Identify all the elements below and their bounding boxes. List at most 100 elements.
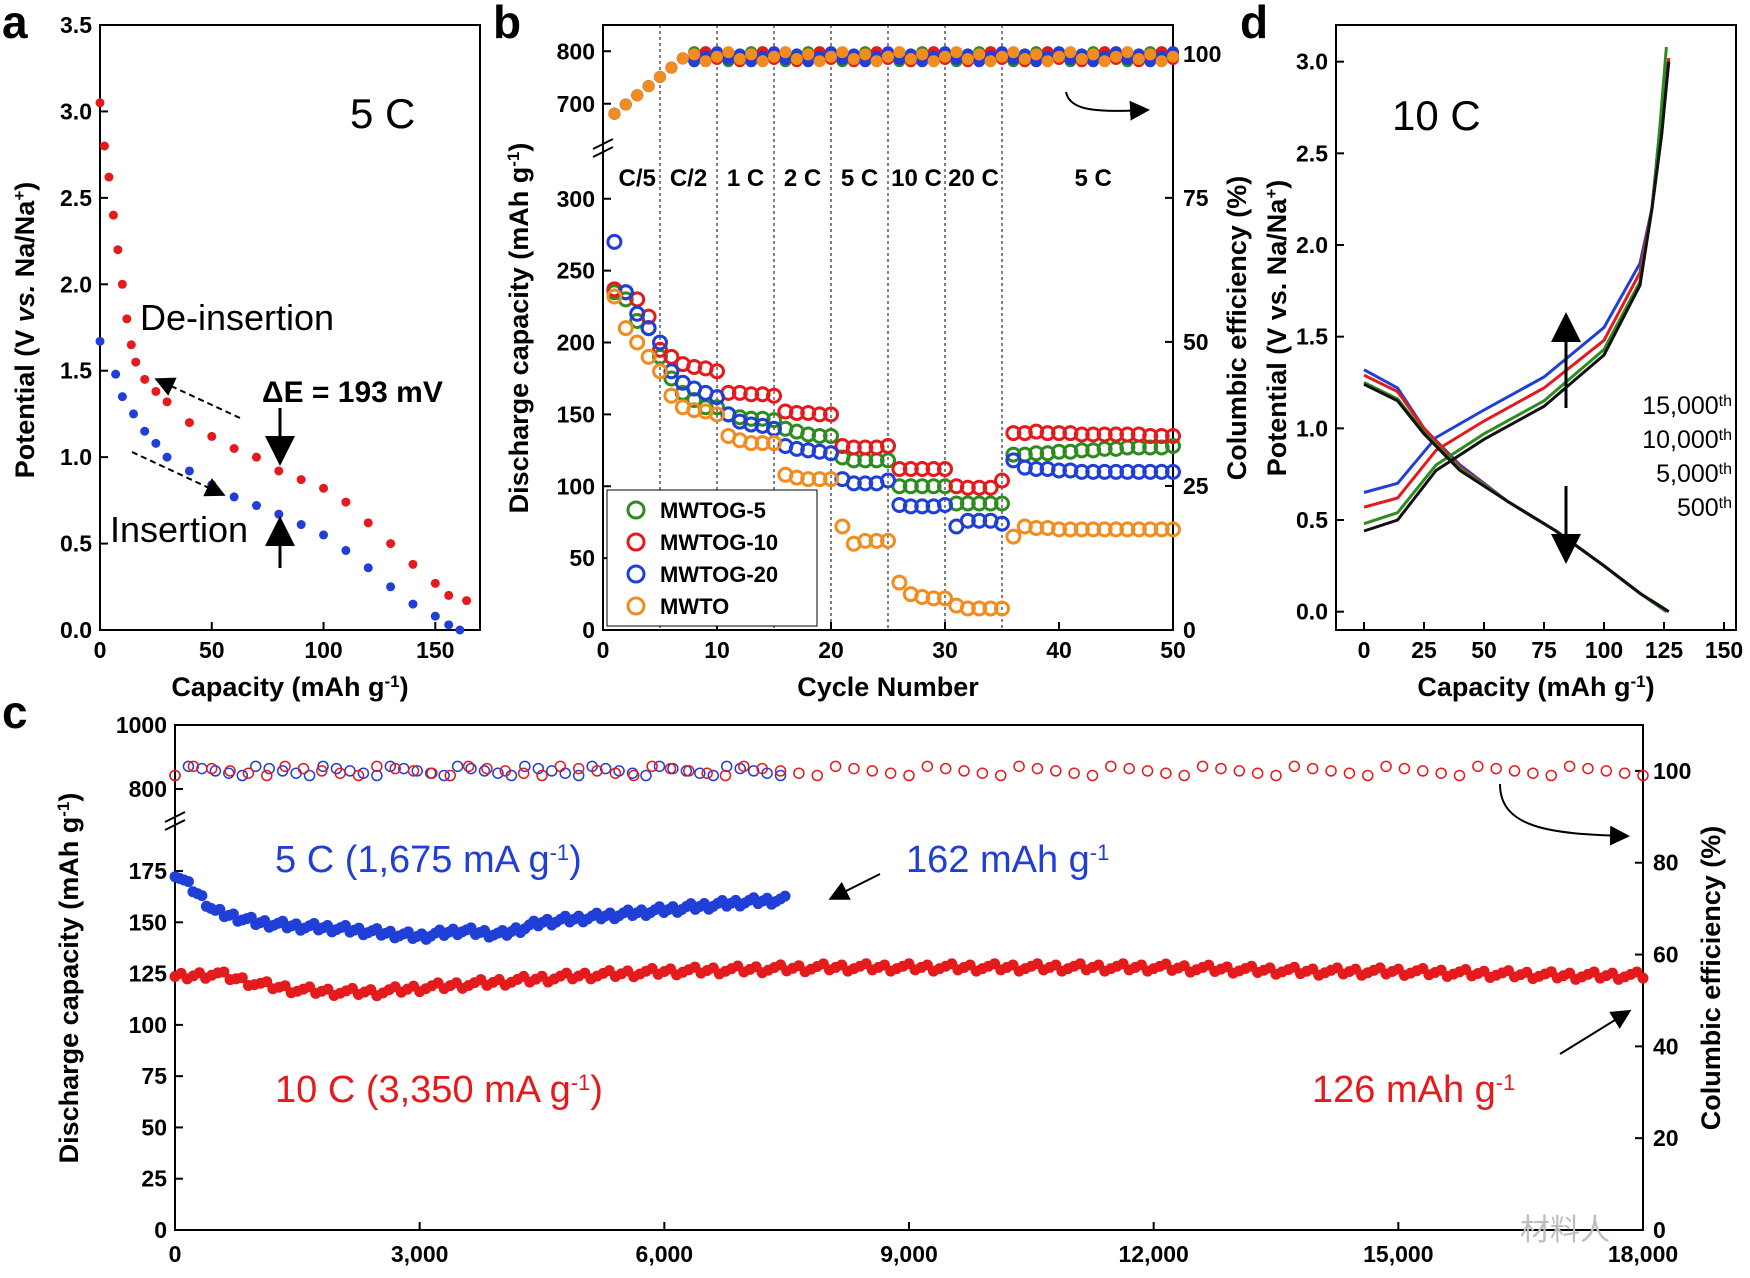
panel-b-efficiency-point xyxy=(916,48,929,61)
panel-c-axis-break xyxy=(164,811,186,823)
panel-b-capacity-point xyxy=(971,479,988,496)
panel-a-point-insertion xyxy=(386,582,396,592)
panel-b-capacity-point xyxy=(982,600,999,617)
panel-b-capacity-point xyxy=(652,341,668,358)
panel-b-capacity-point xyxy=(720,406,737,423)
panel-a-point-deinsertion xyxy=(140,374,150,384)
panel-b-xtick-label: 50 xyxy=(1160,637,1186,663)
panel-b-efficiency-point xyxy=(745,48,758,61)
panel-c-efficiency-point xyxy=(290,767,302,779)
panel-a-point-insertion xyxy=(408,599,418,609)
panel-b-xtick-label: 30 xyxy=(932,637,958,663)
panel-a-point-insertion xyxy=(162,452,172,462)
panel-c-efficiency-point xyxy=(536,769,548,782)
panel-b-capacity-point xyxy=(834,518,851,535)
panel-c-xtick-label: 0 xyxy=(169,1241,182,1267)
panel-b-capacity-point xyxy=(811,406,828,423)
panel-a-point-deinsertion xyxy=(108,210,118,220)
panel-b-efficiency-point xyxy=(688,48,701,61)
panel-b-capacity-point xyxy=(1108,521,1124,538)
panel-b-capacity-point xyxy=(1005,528,1022,545)
panel-b-ytick-label: 800 xyxy=(557,38,595,64)
panel-c-efficiency-point xyxy=(1600,765,1613,777)
panel-a-point-deinsertion xyxy=(207,431,217,441)
panel-b-capacity-point xyxy=(914,461,931,477)
panel-a-point-deinsertion xyxy=(126,340,136,350)
panel-c-efficiency-point xyxy=(1417,765,1429,777)
panel-a-point-insertion xyxy=(296,520,306,530)
panel-c-capacity-point xyxy=(779,890,791,902)
panel-c-y2tick-label: 40 xyxy=(1653,1033,1679,1059)
panel-c-efficiency-point xyxy=(646,760,658,773)
panel-a-point-insertion xyxy=(95,336,105,346)
panel-d-discharge-curve xyxy=(1363,382,1670,613)
panel-c-blue-final-label: 162 mAh g-1 xyxy=(906,839,1109,881)
panel-c-xtick-label: 15,000 xyxy=(1363,1241,1433,1267)
panel-a-point-insertion xyxy=(363,563,373,573)
panel-c-efficiency-point xyxy=(640,769,652,782)
panel-b-capacity-point xyxy=(823,471,839,488)
panel-b-capacity-point xyxy=(1165,521,1181,538)
panel-c-efficiency-point xyxy=(664,762,677,775)
panel-b-efficiency-point xyxy=(973,48,986,61)
panel-b-rate-label: 1 C xyxy=(727,165,764,192)
panel-c-efficiency-point xyxy=(444,769,456,782)
panel-c-capacity-point xyxy=(196,890,208,902)
panel-b-capacity-point xyxy=(925,478,942,495)
panel-b-capacity-point xyxy=(743,386,760,403)
panel-a-point-deinsertion xyxy=(363,518,373,528)
panel-b-efficiency-point xyxy=(996,50,1008,63)
panel-b-capacity-point xyxy=(971,512,988,529)
panel-d-ytick-label: 2.0 xyxy=(1296,232,1328,258)
panel-a-point-deinsertion xyxy=(117,279,127,289)
panel-b-ylabel: Discharge capacity (mAh g-1) xyxy=(504,143,535,514)
panel-b-efficiency-point xyxy=(870,55,883,68)
panel-a-ticks: 0 50 100 150 0.0 0.5 1.0 1.5 2.0 2.5 3.0 3.5 xyxy=(60,12,454,663)
panel-c-efficiency-point xyxy=(316,765,328,777)
panel-c-efficiency-point xyxy=(719,769,732,782)
panel-b-efficiency-arrow xyxy=(1065,91,1150,121)
panel-a-point-insertion xyxy=(184,466,194,476)
panel-c-efficiency-point xyxy=(1508,765,1521,777)
panel-a-point-insertion xyxy=(140,426,150,436)
panel-c-efficiency-point xyxy=(591,765,603,777)
panel-b-legend-label: MWTOG-20 xyxy=(660,562,778,587)
panel-d-frame xyxy=(1335,24,1737,631)
panel-b-rate-label: 5 C xyxy=(841,165,878,192)
panel-c-efficiency-point xyxy=(720,760,733,773)
panel-c-efficiency-point xyxy=(303,769,316,782)
panel-b-capacity-point xyxy=(709,389,725,406)
panel-d-cycle-label: 10,000th xyxy=(1642,426,1732,454)
panel-a-point-insertion xyxy=(274,509,284,519)
panel-c-efficiency-point xyxy=(182,760,195,773)
panel-b-efficiency-point xyxy=(1018,52,1031,65)
panel-c-efficiency-point xyxy=(371,760,383,773)
panel-b-xtick-label: 20 xyxy=(818,637,844,663)
panel-c-efficiency-point xyxy=(653,760,666,773)
panel-c-y2label: Columbic efficiency (%) xyxy=(1696,826,1726,1131)
panel-c-efficiency-point xyxy=(921,760,934,773)
panel-b-efficiency-point xyxy=(893,46,906,59)
panel-b-legend-marker xyxy=(626,596,646,616)
panel-c-efficiency-point xyxy=(1270,769,1282,782)
panel-a-point-insertion xyxy=(129,409,139,419)
panel-b-capacity-point xyxy=(994,515,1010,532)
panel-b-capacity-point xyxy=(937,461,953,477)
panel-b-ytick-label: 0 xyxy=(582,617,595,643)
panel-b-capacity-point xyxy=(857,475,874,492)
panel-letter-d: d xyxy=(1240,0,1268,48)
panel-c-efficiency-point xyxy=(224,765,236,777)
panel-b-capacity-point xyxy=(937,590,953,607)
panel-b-rate-labels: C/5 C/2 1 C 2 C 5 C 10 C 20 C 5 C xyxy=(619,165,1112,192)
panel-b-capacity-point xyxy=(982,479,999,496)
panel-d-ytick-label: 0.0 xyxy=(1296,599,1328,625)
panel-b-capacity-point xyxy=(1096,521,1113,538)
panel-c-blue-arrow xyxy=(828,873,881,900)
panel-d-xtick-label: 125 xyxy=(1645,637,1684,663)
panel-b-capacity-point xyxy=(1130,521,1147,538)
panel-a-rate-label: 5 C xyxy=(350,90,415,137)
panel-a-ylabel: Potential (V vs. Na/Na+) xyxy=(10,182,41,479)
panel-b-efficiency-point xyxy=(1075,52,1088,65)
panel-c-efficiency-point xyxy=(1618,767,1631,779)
